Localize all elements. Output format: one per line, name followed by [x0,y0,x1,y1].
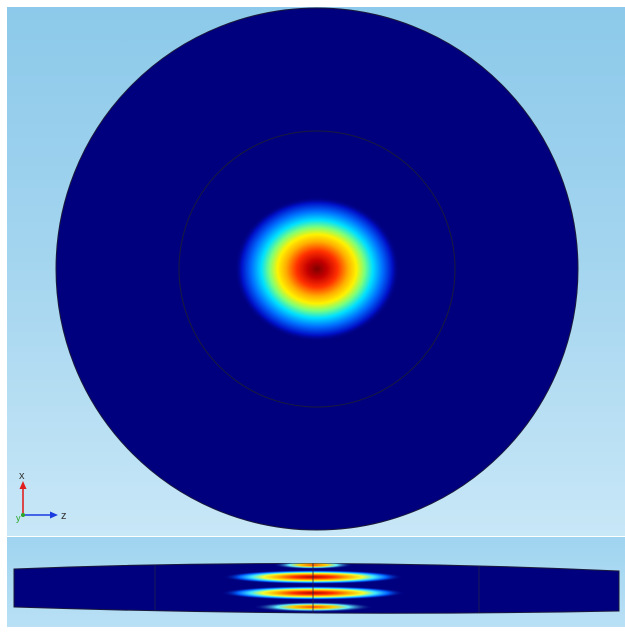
x-arrow-head-icon [19,481,27,489]
cross-section-plot: x z y [16,7,579,531]
cross-section-view[interactable]: x z y [7,7,625,536]
mode-field-spot [235,197,399,341]
axis-triad: x z y [16,470,67,523]
x-axis-label: x [19,470,25,482]
longitudinal-section-plot [13,562,620,614]
core-boundary [178,130,456,408]
longitudinal-section-view[interactable] [7,537,625,627]
core-region [154,563,480,614]
z-axis-label: z [61,510,67,522]
y-axis-label: y [16,513,21,523]
y-axis-point [21,513,25,517]
z-arrow-head-icon [50,511,58,519]
